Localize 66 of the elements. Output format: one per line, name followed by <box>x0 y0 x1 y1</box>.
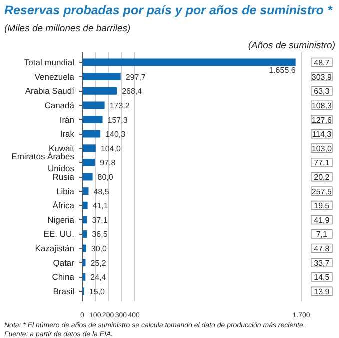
bar <box>82 173 93 181</box>
bar <box>82 116 103 124</box>
data-label: 19,5 <box>314 202 330 211</box>
data-label: 114,3 <box>312 130 332 140</box>
data-label: 1.655,6 <box>269 66 296 75</box>
y-tick-label: Nigeria <box>48 214 75 225</box>
data-label: 33,7 <box>314 258 330 268</box>
y-tick-label: Kuwait <box>48 143 76 154</box>
data-label: 48,7 <box>314 58 330 68</box>
bar <box>82 244 86 252</box>
y-tick-label: Emiratos Árabes Unidos <box>12 152 75 174</box>
bar <box>82 87 118 95</box>
data-label: 108,3 <box>312 101 332 110</box>
data-label: 97,8 <box>100 158 116 168</box>
y-tick-label: Arabia Saudí <box>25 86 76 96</box>
data-label: 303,9 <box>312 72 332 82</box>
data-label: 104,0 <box>100 144 122 154</box>
data-label: 20,2 <box>314 173 330 182</box>
text: (Años de suministro) <box>248 40 336 52</box>
data-label: 77,1 <box>314 158 330 168</box>
data-label: 127,6 <box>312 116 332 125</box>
data-label: 14,5 <box>314 273 330 282</box>
y-tick-label: Kazajistán <box>35 244 75 254</box>
y-tick-label: África <box>52 200 75 211</box>
y-tick-label: EE. UU. <box>44 229 75 240</box>
data-label: 25,2 <box>90 258 107 268</box>
data-label: 30,0 <box>91 244 108 254</box>
data-label: 41,9 <box>314 216 330 225</box>
y-tick-label: Total mundial <box>24 58 75 68</box>
data-label: 63,3 <box>314 87 330 96</box>
data-label: 7,1 <box>316 230 328 240</box>
data-label: 268,4 <box>122 87 143 96</box>
data-label: 24,4 <box>90 273 107 282</box>
bar <box>82 58 296 66</box>
y-tick-label: Venezuela <box>34 72 75 82</box>
y-tick-label: Libia <box>56 186 75 196</box>
y-tick-label: Irak <box>60 129 76 140</box>
y-tick-label: Qatar <box>53 258 75 268</box>
y-tick-label: China <box>52 272 75 282</box>
data-label: 257,5 <box>312 187 332 196</box>
bar <box>82 144 96 152</box>
y-tick-label: Brasil <box>53 286 75 296</box>
chart-subtitle: (Miles de millones de barriles) <box>4 24 131 34</box>
data-label: 13,9 <box>314 287 330 296</box>
bar <box>82 130 101 138</box>
data-label: 15,0 <box>89 287 106 296</box>
bar <box>82 102 105 110</box>
bar <box>82 202 88 210</box>
y-tick-label: Rusia <box>52 172 75 182</box>
bar <box>82 73 121 81</box>
data-label: 80,0 <box>98 173 114 182</box>
data-label: 48,5 <box>94 187 110 196</box>
data-label: 37,1 <box>92 216 108 225</box>
data-label: 36,5 <box>92 230 108 240</box>
data-label: 157,3 <box>108 116 128 125</box>
y-tick-label: Irán <box>60 114 75 125</box>
data-label: 47,8 <box>314 244 330 254</box>
y-tick-label: Canadá <box>44 100 75 110</box>
data-label: 41,1 <box>92 202 109 211</box>
bar <box>82 216 88 224</box>
data-label: 173,2 <box>110 101 130 110</box>
data-label: 297,7 <box>126 72 146 82</box>
data-label: 140,3 <box>106 130 126 140</box>
chart-title: Reservas probadas por país y por años de suministro * <box>4 4 334 18</box>
data-label: 103,0 <box>312 144 332 154</box>
bar <box>82 158 96 166</box>
